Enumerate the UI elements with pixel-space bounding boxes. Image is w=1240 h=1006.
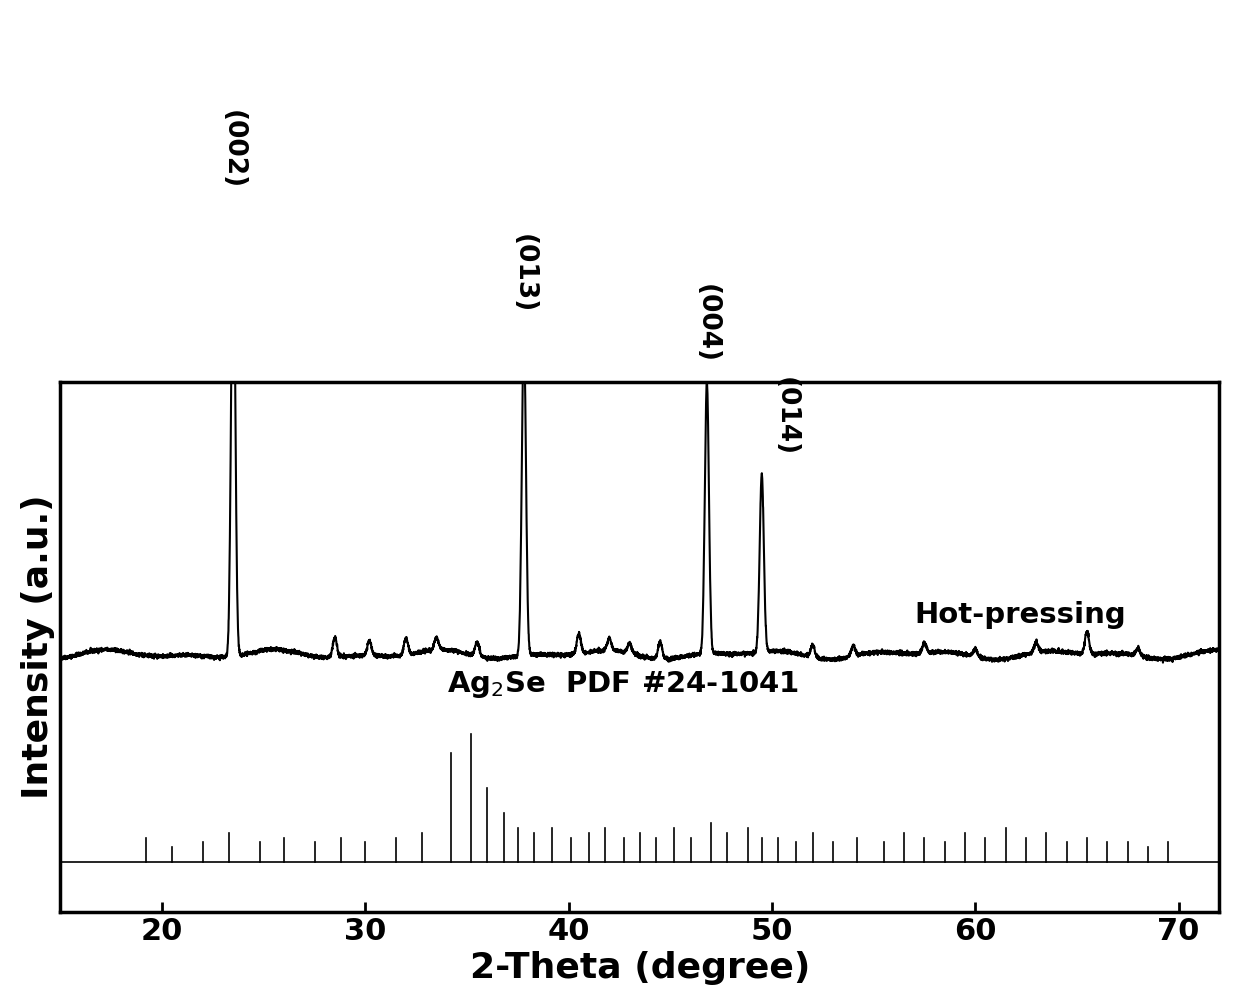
Text: (002): (002) (221, 111, 247, 189)
Y-axis label: Intensity (a.u.): Intensity (a.u.) (21, 495, 55, 800)
Text: (004): (004) (694, 284, 720, 362)
Text: (013): (013) (511, 233, 537, 313)
Text: Hot-pressing: Hot-pressing (914, 601, 1126, 629)
Text: (014): (014) (774, 377, 799, 457)
Text: Ag$_2$Se  PDF #24-1041: Ag$_2$Se PDF #24-1041 (446, 669, 799, 699)
X-axis label: 2-Theta (degree): 2-Theta (degree) (470, 951, 810, 985)
